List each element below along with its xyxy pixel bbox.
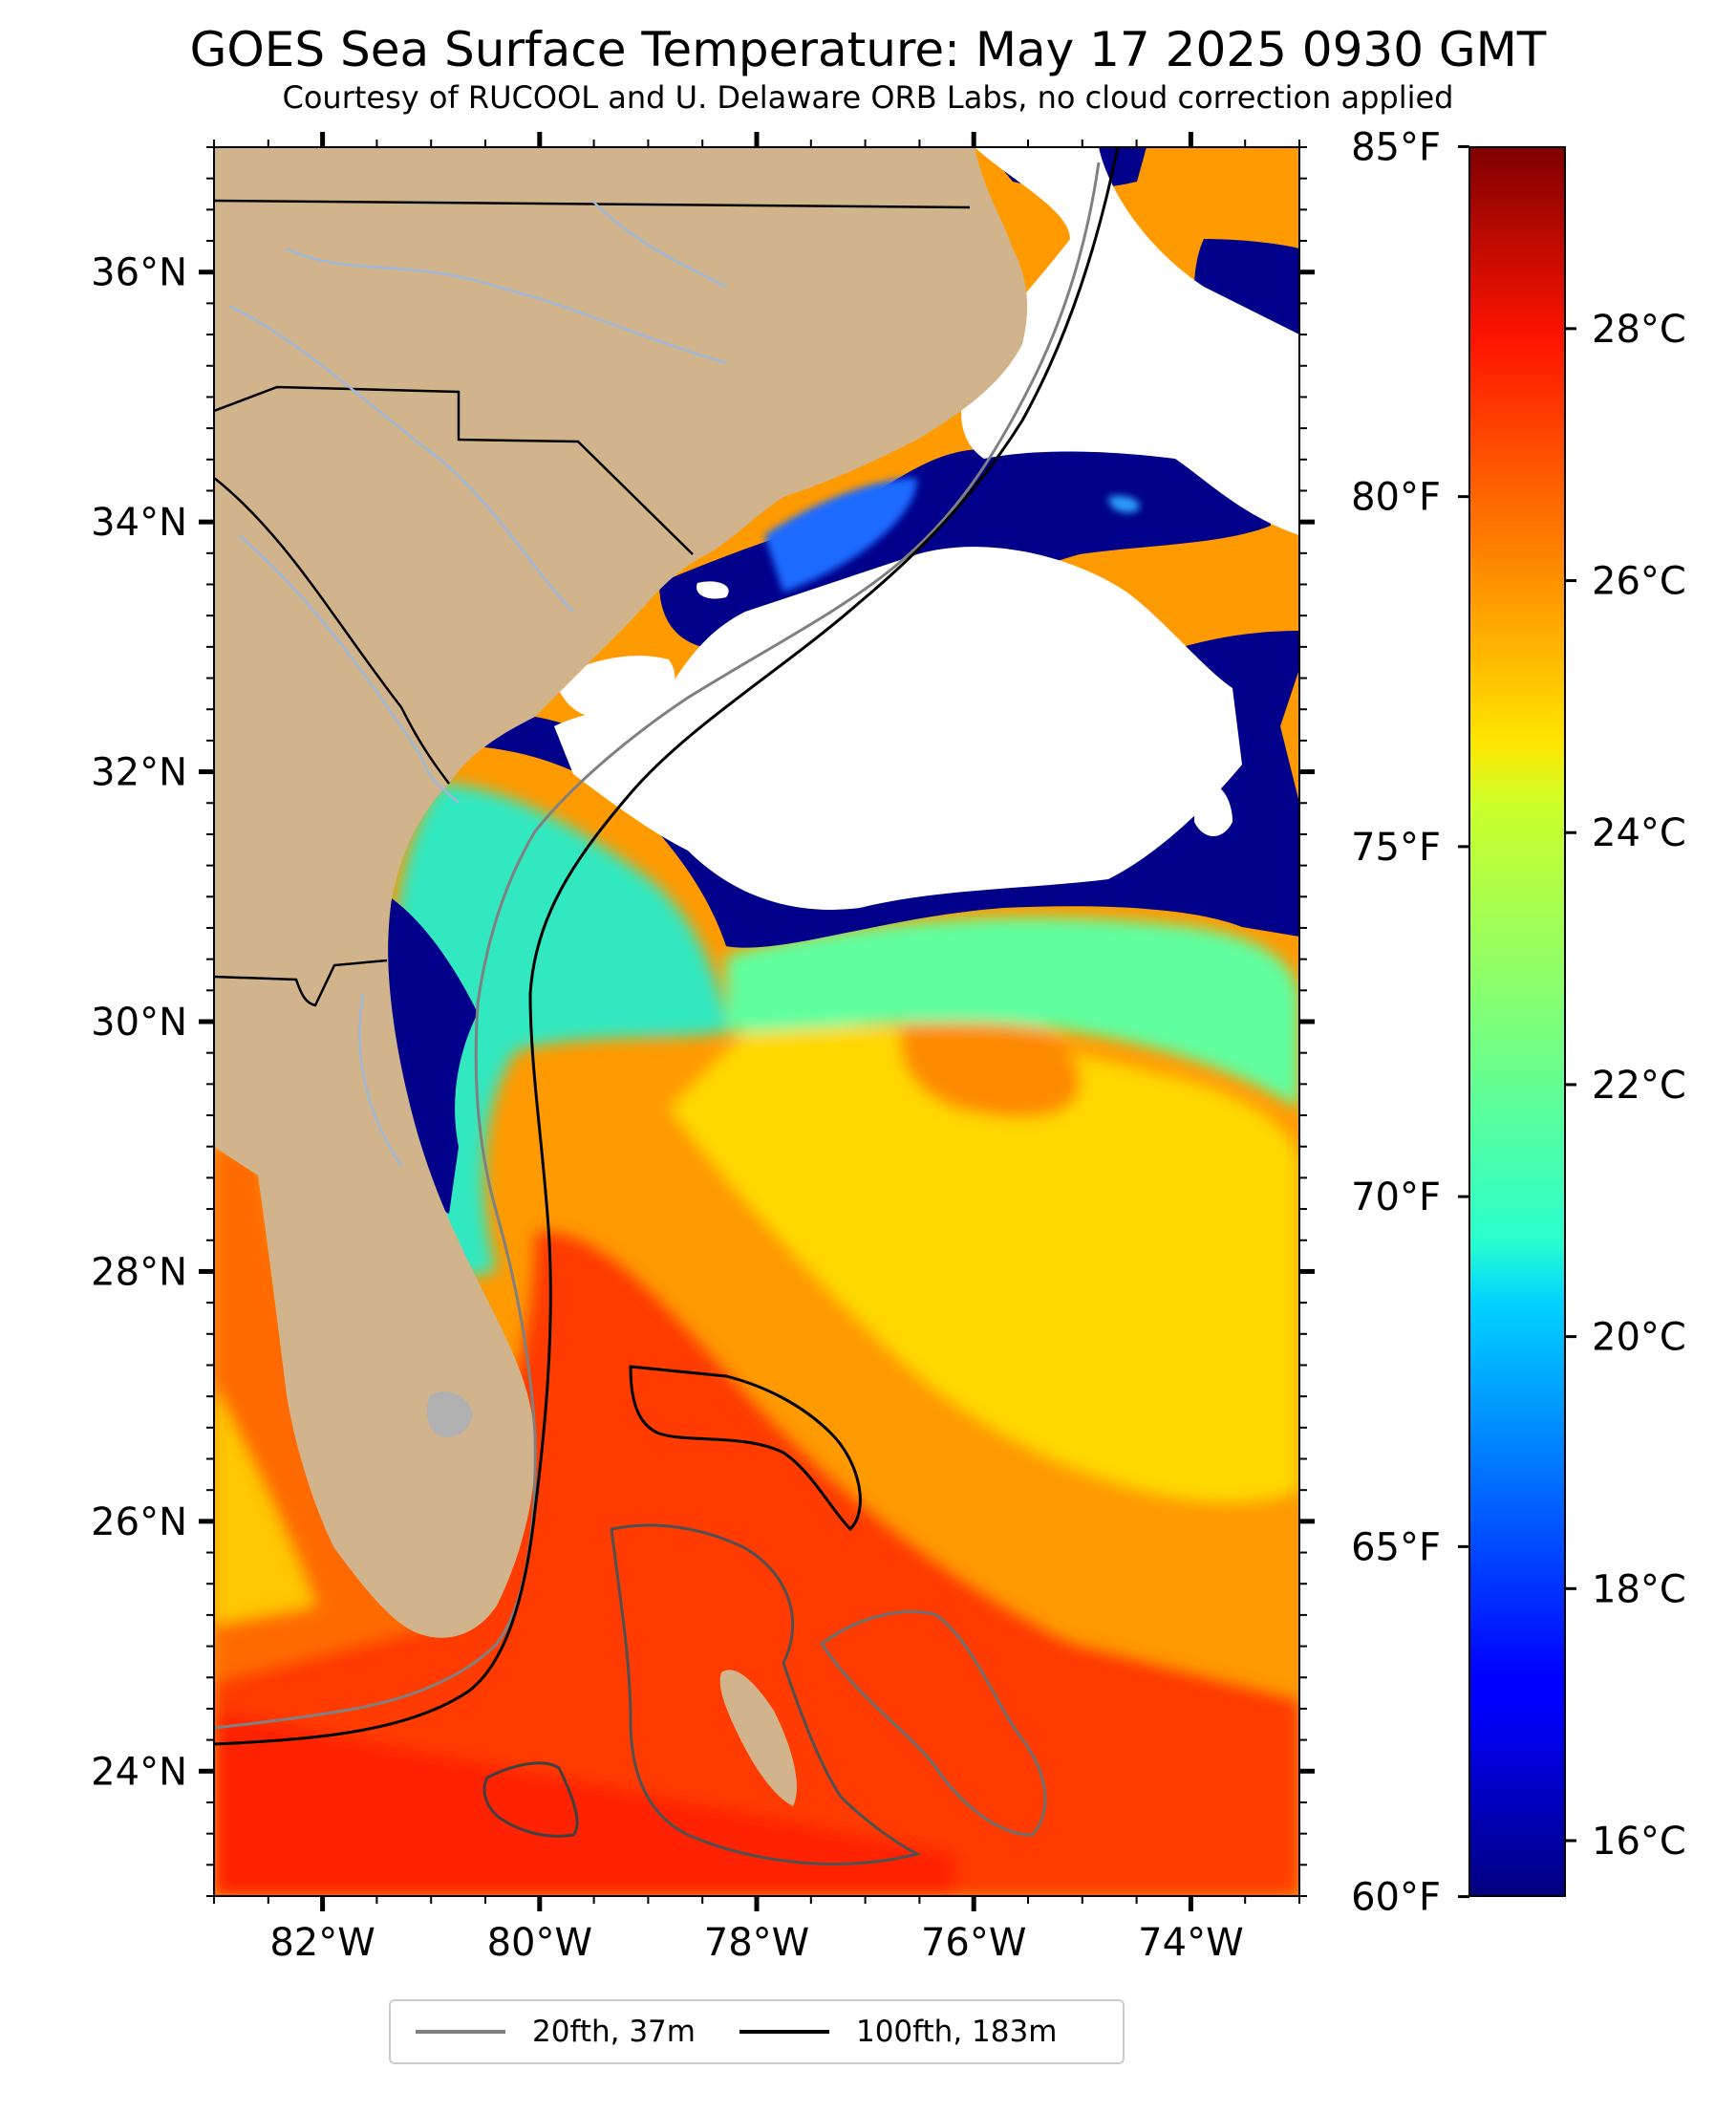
legend: 20fth, 37m 100fth, 183m xyxy=(389,1999,1125,2064)
colorbar-f-label: 75°F xyxy=(1351,826,1441,870)
isobath-100fth xyxy=(214,147,1120,1746)
land xyxy=(214,147,1028,1806)
colorbar-c-label: 20°C xyxy=(1592,1316,1686,1360)
legend-line-100fth xyxy=(739,2030,829,2034)
colorbar-c-label: 16°C xyxy=(1592,1820,1686,1864)
cloud-ne-gap xyxy=(1194,781,1232,836)
cay-sal-bank xyxy=(482,1761,579,1838)
sst-red-band xyxy=(214,1711,955,1896)
chart-subtitle: Courtesy of RUCOOL and U. Delaware ORB L… xyxy=(282,79,1454,116)
great-bahama-bank xyxy=(610,1523,922,1865)
lon-tick-label: 82°W xyxy=(269,1921,375,1965)
sst-red-south xyxy=(214,1232,1299,1896)
map-panel xyxy=(214,147,1299,1896)
sst-gulf-yellow xyxy=(214,1386,315,1625)
state-borders xyxy=(214,199,971,1007)
bahamas-banks xyxy=(482,1365,1047,1865)
cloud-cover xyxy=(554,147,1299,910)
isobath-20fth xyxy=(214,162,1101,1730)
colorbar-f-label: 60°F xyxy=(1351,1876,1441,1920)
little-bahama-bank xyxy=(629,1365,862,1532)
border-nc-sc xyxy=(214,385,694,555)
sst-cool-shelf xyxy=(392,784,726,1281)
lat-tick-label: 24°N xyxy=(91,1750,187,1794)
legend-item-20fth: 20fth, 37m xyxy=(416,2015,696,2049)
legend-label-20fth: 20fth, 37m xyxy=(532,2015,696,2049)
chart-title: GOES Sea Surface Temperature: May 17 202… xyxy=(189,22,1547,77)
legend-label-100fth: 100fth, 183m xyxy=(855,2015,1058,2049)
colorbar-f-label: 65°F xyxy=(1351,1525,1441,1569)
lon-tick-label: 74°W xyxy=(1138,1921,1243,1965)
land-andros xyxy=(719,1670,797,1806)
colorbar-f-label: 80°F xyxy=(1351,476,1441,520)
colorbar-ticks: 16°C 18°C 20°C 22°C 24°C 26°C 28°C 60°F 65°F 70°F… xyxy=(1351,125,1686,1919)
border-va-nc xyxy=(214,199,971,209)
lat-tick-label: 26°N xyxy=(91,1500,187,1544)
colorbar-c-label: 24°C xyxy=(1592,811,1686,855)
border-ga-fl xyxy=(214,959,388,1007)
lat-tick-label: 36°N xyxy=(91,251,187,295)
legend-item-100fth: 100fth, 183m xyxy=(739,2015,1057,2049)
map-axes: 82°W 80°W 78°W 76°W 74°W 24°N 26°N 28°N 30°N 32°N… xyxy=(91,132,1315,1965)
cloud-north xyxy=(961,147,1299,535)
colorbar xyxy=(1468,146,1566,1897)
cloud-shelf-ga xyxy=(554,656,675,718)
sst-yellow-pool xyxy=(669,1025,1299,1503)
colorbar-c-label: 18°C xyxy=(1592,1567,1686,1611)
colorbar-c-label: 28°C xyxy=(1592,308,1686,352)
legend-line-20fth xyxy=(416,2030,505,2034)
colorbar-f-label: 70°F xyxy=(1351,1175,1441,1219)
sst-orange-patch xyxy=(900,1005,1082,1118)
sst-field xyxy=(214,784,1299,1896)
lon-tick-label: 80°W xyxy=(487,1921,592,1965)
lat-tick-label: 32°N xyxy=(91,751,187,795)
lat-tick-label: 34°N xyxy=(91,501,187,545)
exuma-bank xyxy=(819,1609,1047,1837)
lat-tick-label: 30°N xyxy=(91,1001,187,1045)
rivers xyxy=(228,200,727,1167)
cloud-main xyxy=(554,547,1242,910)
sst-cyan-front xyxy=(726,917,1299,1109)
lat-tick-label: 28°N xyxy=(91,1250,187,1294)
lake-okeechobee xyxy=(426,1391,473,1437)
colorbar-c-label: 26°C xyxy=(1592,560,1686,604)
colorbar-f-label: 85°F xyxy=(1351,125,1441,169)
lon-tick-label: 78°W xyxy=(704,1921,809,1965)
colorbar-c-label: 22°C xyxy=(1592,1064,1686,1108)
border-sc-ga xyxy=(214,477,451,785)
cloud-sc xyxy=(697,581,729,599)
land-us-mainland xyxy=(214,147,1028,1638)
lon-tick-label: 76°W xyxy=(921,1921,1026,1965)
